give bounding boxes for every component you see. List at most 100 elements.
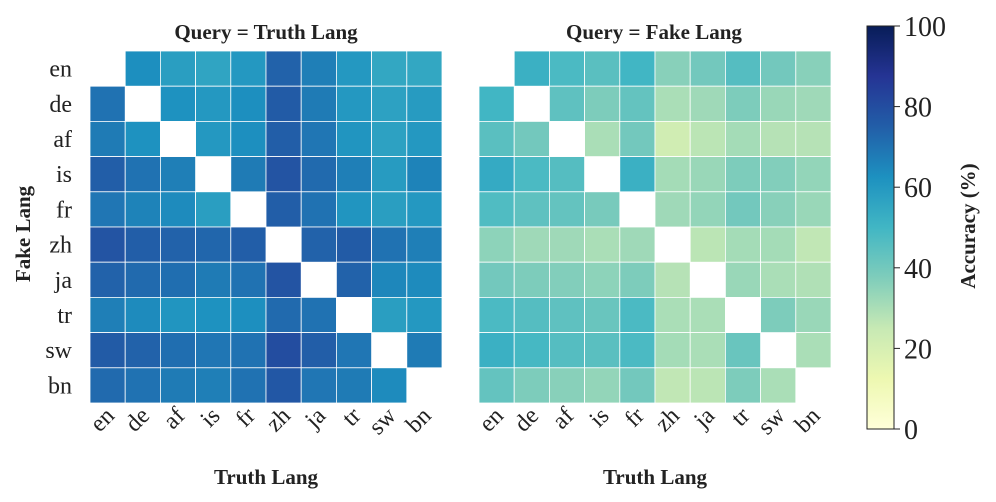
heatmap-cell	[159, 226, 196, 263]
heatmap-cell	[89, 261, 126, 298]
heatmap-cell	[689, 50, 726, 87]
heatmap-cell	[513, 191, 550, 228]
heatmap-cell	[406, 296, 443, 333]
heatmap-cell	[265, 261, 302, 298]
heatmap-cell	[584, 121, 621, 158]
heatmap-cell	[265, 332, 302, 369]
heatmap-cell	[195, 332, 232, 369]
heatmap-cell	[513, 121, 550, 158]
heatmap-cell	[549, 191, 586, 228]
x-axis-label: Truth Lang	[603, 465, 708, 489]
heatmap-cell	[335, 156, 372, 193]
heatmap-cell	[549, 85, 586, 122]
heatmap-cell	[549, 261, 586, 298]
x-tick-label: fr	[231, 403, 261, 433]
heatmap-cell	[725, 85, 762, 122]
heatmap-cell	[124, 296, 161, 333]
heatmap-cell	[795, 261, 832, 298]
y-tick-label: bn	[48, 373, 72, 399]
heatmap-cell	[689, 156, 726, 193]
heatmap-cell	[124, 50, 161, 87]
colorbar-label: Accuracy (%)	[956, 163, 980, 288]
heatmap-cell	[371, 156, 408, 193]
heatmap-cell	[195, 226, 232, 263]
heatmap-cell	[406, 85, 443, 122]
heatmap-cell	[725, 226, 762, 263]
heatmap-cell	[725, 191, 762, 228]
heatmap-cell	[654, 156, 691, 193]
colorbar-gradient	[866, 25, 895, 430]
heatmap-cell	[619, 85, 656, 122]
heatmap-cell	[619, 156, 656, 193]
heatmap-cell	[725, 332, 762, 369]
heatmap-cell	[406, 50, 443, 87]
heatmap-cell	[584, 191, 621, 228]
heatmap-cell	[89, 226, 126, 263]
heatmap-cell	[300, 191, 337, 228]
x-tick-label: de	[510, 403, 544, 437]
heatmap-cell	[335, 85, 372, 122]
heatmap-cell	[195, 261, 232, 298]
y-tick-label: ja	[54, 268, 73, 294]
heatmap-cell	[619, 50, 656, 87]
heatmap-cells	[478, 50, 832, 404]
heatmap-cell	[195, 121, 232, 158]
heatmap-cell	[124, 261, 161, 298]
heatmap-cell	[159, 332, 196, 369]
heatmap-cell	[584, 50, 621, 87]
x-tick-label: en	[474, 403, 508, 437]
heatmap-cell	[159, 367, 196, 404]
heatmap-cell	[371, 296, 408, 333]
x-tick-label: bn	[401, 403, 436, 438]
colorbar-tick-label: 80	[904, 93, 932, 124]
heatmap-cell	[478, 296, 515, 333]
heatmap-cell	[478, 85, 515, 122]
heatmap-cell	[406, 191, 443, 228]
heatmap-cell	[335, 121, 372, 158]
heatmap-cell	[584, 85, 621, 122]
heatmap-cell	[760, 226, 797, 263]
heatmap-cell	[760, 261, 797, 298]
x-tick-label: bn	[790, 403, 825, 438]
heatmap-cell	[195, 191, 232, 228]
x-axis-label: Truth Lang	[214, 465, 319, 489]
heatmap-cell	[654, 50, 691, 87]
heatmap-cells	[89, 50, 443, 404]
heatmap-cell	[513, 156, 550, 193]
x-tick-label: af	[548, 403, 580, 435]
heatmap-cell	[795, 50, 832, 87]
y-tick-label: de	[49, 92, 72, 118]
heatmap-cell	[230, 332, 267, 369]
heatmap-cell	[195, 367, 232, 404]
heatmap-cell	[619, 367, 656, 404]
heatmap-cell	[478, 226, 515, 263]
heatmap-cell	[795, 156, 832, 193]
heatmap-cell	[549, 367, 586, 404]
x-tick-label: ja	[300, 403, 332, 435]
heatmap-cell	[89, 85, 126, 122]
heatmap-cell	[795, 191, 832, 228]
heatmap-cell	[124, 367, 161, 404]
heatmap-cell	[654, 261, 691, 298]
heatmap-cell	[335, 332, 372, 369]
y-tick-label: sw	[45, 338, 72, 364]
heatmap-cell	[795, 226, 832, 263]
heatmap-cell	[584, 367, 621, 404]
heatmap-cell	[124, 332, 161, 369]
y-tick-label: tr	[57, 303, 72, 329]
heatmap-cell	[89, 296, 126, 333]
heatmap-cell	[265, 50, 302, 87]
heatmap-cell	[654, 367, 691, 404]
heatmap-cell	[619, 261, 656, 298]
heatmap-cell	[513, 50, 550, 87]
heatmap-cell	[513, 226, 550, 263]
heatmap-cell	[335, 261, 372, 298]
heatmap-cell	[371, 226, 408, 263]
x-tick-label: fr	[620, 403, 650, 433]
heatmap-cell	[760, 121, 797, 158]
heatmap-cell	[406, 261, 443, 298]
heatmap-cell	[406, 156, 443, 193]
x-tick-label: sw	[364, 402, 402, 440]
